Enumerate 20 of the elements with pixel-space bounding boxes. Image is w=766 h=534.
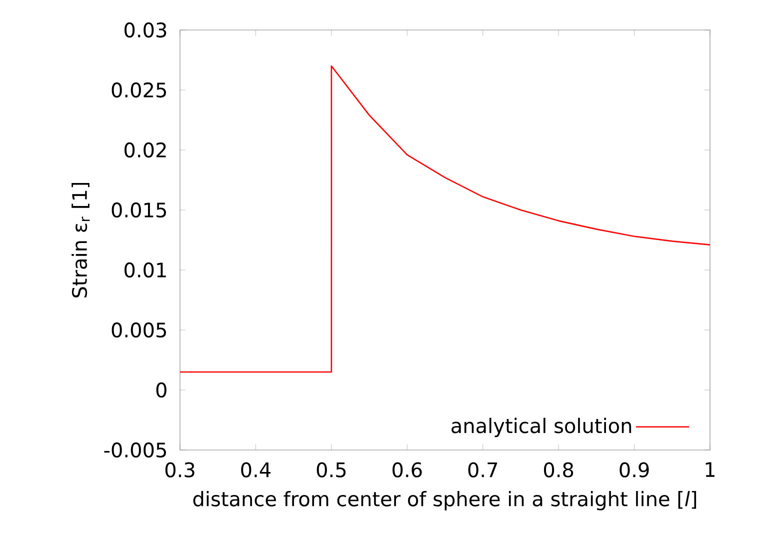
x-tick-label: 0.9 bbox=[620, 462, 649, 478]
x-tick-label: 1 bbox=[706, 462, 715, 477]
legend-label: analytical solution bbox=[452, 418, 632, 438]
y-axis-title: Strain ε$_{r}$ [1] bbox=[72, 182, 90, 298]
y-tick-label: 0.02 bbox=[124, 142, 166, 158]
y-tick-label: -0.005 bbox=[104, 442, 166, 458]
x-tick-label: 0.7 bbox=[468, 462, 498, 478]
line-series bbox=[180, 65, 710, 373]
x-axis-title: distance from center of sphere in a straight line [l] bbox=[193, 490, 696, 510]
x-tick-label: 0.5 bbox=[316, 462, 346, 478]
y-tick-label: 0 bbox=[156, 382, 166, 398]
y-tick-label: 0.025 bbox=[112, 82, 166, 98]
x-tick-label: 0.6 bbox=[392, 462, 422, 478]
y-tick-label: 0.03 bbox=[124, 22, 166, 38]
y-tick-label: 0.01 bbox=[124, 262, 166, 278]
x-tick-label: 0.4 bbox=[241, 462, 271, 478]
y-tick-label: 0.005 bbox=[112, 322, 166, 338]
x-tick-label: 0.3 bbox=[165, 462, 194, 478]
y-tick-label: 0.015 bbox=[112, 202, 166, 218]
x-tick-label: 0.8 bbox=[544, 462, 574, 478]
